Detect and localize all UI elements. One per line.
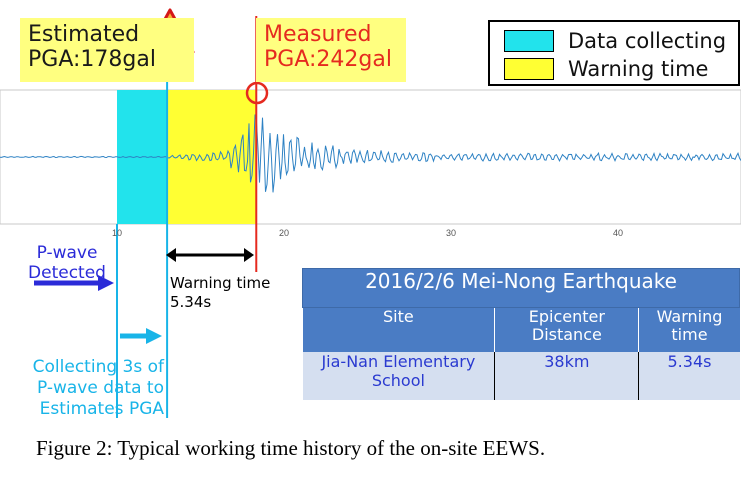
site-line2: School xyxy=(371,371,425,390)
legend-swatch-cyan xyxy=(504,30,554,52)
collecting-line1: Collecting 3s of xyxy=(32,357,164,377)
table-title: 2016/2/6 Mei-Nong Earthquake xyxy=(302,268,740,308)
header-site: Site xyxy=(302,307,496,352)
pwave-line1: P-wave xyxy=(36,243,98,263)
x-tick-label: 30 xyxy=(446,228,457,238)
header-warning-line1: Warning xyxy=(656,307,723,326)
legend-item-warning-time: Warning time xyxy=(504,56,708,82)
warning-time-arrow xyxy=(166,248,254,262)
seismic-waveform-line xyxy=(0,114,741,193)
pwave-line2: Detected xyxy=(28,263,106,283)
measured-line1: Measured xyxy=(264,22,372,47)
header-warning-line2: time xyxy=(671,325,708,344)
collecting-label: Collecting 3s of P-wave data to Estimate… xyxy=(20,357,164,420)
header-warning: Warning time xyxy=(638,307,740,352)
table-row: Jia-Nan Elementary School 38km 5.34s xyxy=(302,352,740,400)
warning-time-label: Warning time 5.34s xyxy=(170,274,270,312)
collecting-line3: Estimates PGA xyxy=(39,399,164,419)
estimated-pga-label: Estimated PGA:178gal xyxy=(20,18,194,82)
x-tick-label: 40 xyxy=(613,228,624,238)
legend-swatch-yellow xyxy=(504,58,554,80)
legend-label: Data collecting xyxy=(568,29,727,53)
collecting-arrow xyxy=(120,328,162,344)
pwave-arrow xyxy=(34,275,114,291)
collecting-line2: P-wave data to xyxy=(36,378,164,398)
warning-line1: Warning time xyxy=(170,274,271,292)
legend-item-data-collecting: Data collecting xyxy=(504,28,726,54)
warning-line2: 5.34s xyxy=(170,293,212,311)
header-distance: Epicenter Distance xyxy=(494,307,640,352)
header-distance-line1: Epicenter xyxy=(528,307,605,326)
estimated-line1: Estimated xyxy=(28,22,140,47)
header-distance-line2: Distance xyxy=(531,325,602,344)
measured-pga-label: Measured PGA:242gal xyxy=(256,18,406,82)
header-site-text: Site xyxy=(383,307,414,326)
estimated-line2: PGA:178gal xyxy=(28,47,156,72)
pwave-detected-label: P-wave Detected xyxy=(12,243,122,283)
site-line1: Jia-Nan Elementary xyxy=(321,352,476,371)
figure-caption: Figure 2: Typical working time history o… xyxy=(36,436,546,460)
cell-warning: 5.34s xyxy=(638,352,740,400)
x-tick-label: 10 xyxy=(112,228,123,238)
measured-line2: PGA:242gal xyxy=(264,47,392,72)
peak-marker-circle xyxy=(245,81,269,105)
legend-label: Warning time xyxy=(568,57,709,81)
x-tick-label: 20 xyxy=(279,228,290,238)
cell-site: Jia-Nan Elementary School xyxy=(302,352,496,400)
legend: Data collecting Warning time xyxy=(488,20,740,86)
plot-frame xyxy=(0,89,741,225)
cell-distance: 38km xyxy=(494,352,640,400)
earthquake-table: 2016/2/6 Mei-Nong Earthquake Site Epicen… xyxy=(302,268,740,400)
